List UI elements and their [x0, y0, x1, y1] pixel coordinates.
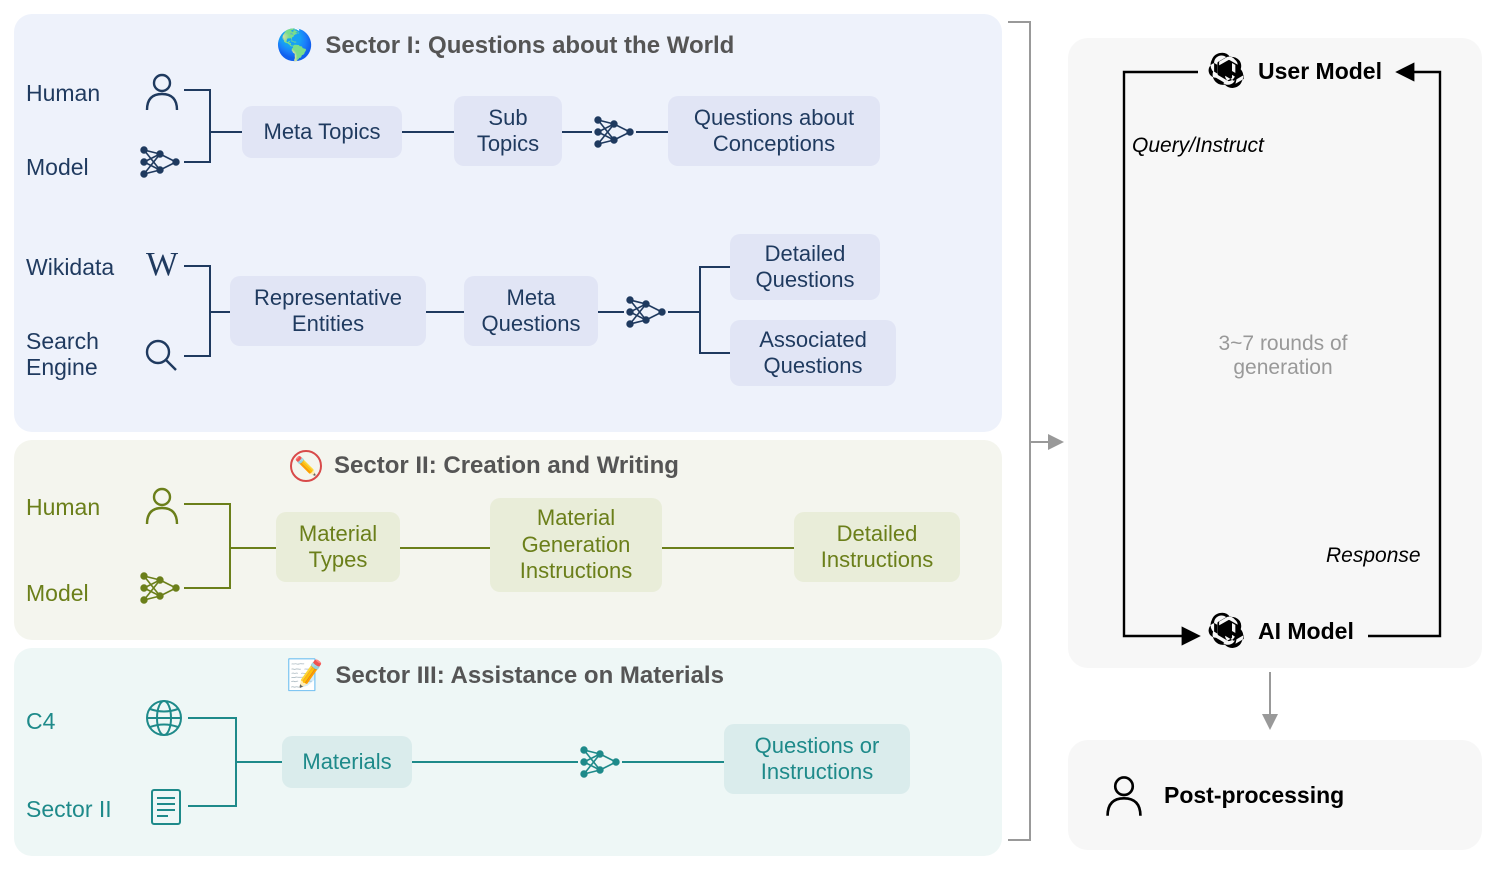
bracket-to-right [1002, 14, 1072, 856]
sector-2-panel: ✏️ Sector II: Creation and Writing Human… [14, 440, 1002, 640]
rounds-text: 3~7 rounds of generation [1188, 332, 1378, 380]
sector-1-panel: 🌎 Sector I: Questions about the World Hu… [14, 14, 1002, 432]
person-icon [1102, 772, 1146, 818]
connector-lines-s2 [14, 440, 1002, 640]
connector-lines-s3 [14, 648, 1002, 856]
connector-lines-s1-row2 [14, 14, 1002, 434]
arrow-to-post-processing [1260, 672, 1280, 736]
post-processing-panel: Post-processing [1068, 740, 1482, 850]
response-label: Response [1326, 544, 1421, 568]
query-instruct-label: Query/Instruct [1132, 134, 1264, 158]
post-processing-label: Post-processing [1164, 782, 1344, 809]
sector-3-panel: 📝 Sector III: Assistance on Materials C4… [14, 648, 1002, 856]
generation-loop-panel: User Model AI Model Query/Instruct Respo… [1068, 38, 1482, 668]
